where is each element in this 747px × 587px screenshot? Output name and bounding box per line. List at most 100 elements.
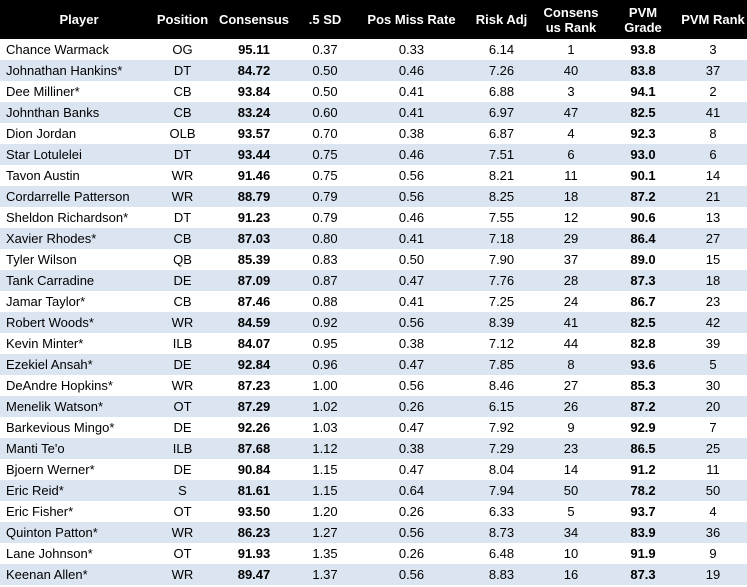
cell-consensus-rank: 28 [535, 270, 607, 291]
cell-consensus-rank: 1 [535, 39, 607, 60]
cell-pvm-grade: 78.2 [607, 480, 679, 501]
cell-pos-miss-rate: 0.56 [355, 375, 468, 396]
cell-consensus-rank: 11 [535, 165, 607, 186]
cell-pvm-rank: 15 [679, 249, 747, 270]
cell-sd: 1.00 [295, 375, 355, 396]
cell-position: QB [152, 249, 213, 270]
table-row: Tank Carradine DE 87.09 0.87 0.47 7.76 28 87.3 1… [0, 270, 747, 291]
cell-player: Keenan Allen* [0, 564, 152, 585]
cell-position: DT [152, 144, 213, 165]
cell-consensus-rank: 40 [535, 60, 607, 81]
cell-pvm-rank: 11 [679, 459, 747, 480]
cell-pos-miss-rate: 0.47 [355, 270, 468, 291]
cell-position: ILB [152, 333, 213, 354]
table-row: Xavier Rhodes* CB 87.03 0.80 0.41 7.18 29 86.4 2… [0, 228, 747, 249]
cell-sd: 0.75 [295, 144, 355, 165]
cell-pvm-grade: 82.8 [607, 333, 679, 354]
cell-consensus-rank: 37 [535, 249, 607, 270]
table-row: Menelik Watson* OT 87.29 1.02 0.26 6.15 26 87.2… [0, 396, 747, 417]
cell-position: S [152, 480, 213, 501]
cell-position: WR [152, 564, 213, 585]
cell-player: Manti Te'o [0, 438, 152, 459]
cell-consensus-rank: 18 [535, 186, 607, 207]
cell-position: WR [152, 375, 213, 396]
cell-consensus-rank: 10 [535, 543, 607, 564]
cell-pvm-rank: 19 [679, 564, 747, 585]
cell-pos-miss-rate: 0.46 [355, 144, 468, 165]
cell-position: WR [152, 522, 213, 543]
cell-position: WR [152, 165, 213, 186]
cell-consensus: 92.84 [213, 354, 295, 375]
cell-player: Tavon Austin [0, 165, 152, 186]
cell-consensus: 90.84 [213, 459, 295, 480]
cell-risk-adj: 8.83 [468, 564, 535, 585]
cell-pvm-rank: 8 [679, 123, 747, 144]
cell-player: Ezekiel Ansah* [0, 354, 152, 375]
cell-pvm-rank: 37 [679, 60, 747, 81]
cell-risk-adj: 6.97 [468, 102, 535, 123]
cell-player: Eric Reid* [0, 480, 152, 501]
cell-player: Tank Carradine [0, 270, 152, 291]
cell-pos-miss-rate: 0.41 [355, 81, 468, 102]
table-row: Lane Johnson* OT 91.93 1.35 0.26 6.48 10 91.9 9 [0, 543, 747, 564]
cell-pvm-grade: 86.5 [607, 438, 679, 459]
cell-pvm-grade: 87.3 [607, 564, 679, 585]
cell-player: Jamar Taylor* [0, 291, 152, 312]
cell-consensus-rank: 23 [535, 438, 607, 459]
table-row: Sheldon Richardson* DT 91.23 0.79 0.46 7.55 12… [0, 207, 747, 228]
cell-consensus-rank: 27 [535, 375, 607, 396]
cell-consensus: 93.44 [213, 144, 295, 165]
cell-pvm-rank: 27 [679, 228, 747, 249]
cell-sd: 0.88 [295, 291, 355, 312]
cell-position: OLB [152, 123, 213, 144]
cell-player: Tyler Wilson [0, 249, 152, 270]
cell-player: Lane Johnson* [0, 543, 152, 564]
cell-position: DE [152, 354, 213, 375]
cell-sd: 0.70 [295, 123, 355, 144]
header-pvm-rank: PVM Rank [679, 0, 747, 39]
cell-position: DE [152, 417, 213, 438]
header-position: Position [152, 0, 213, 39]
cell-risk-adj: 7.55 [468, 207, 535, 228]
cell-consensus: 81.61 [213, 480, 295, 501]
cell-player: Kevin Minter* [0, 333, 152, 354]
cell-consensus-rank: 44 [535, 333, 607, 354]
cell-position: OT [152, 543, 213, 564]
cell-consensus: 86.23 [213, 522, 295, 543]
cell-sd: 1.27 [295, 522, 355, 543]
table-row: Manti Te'o ILB 87.68 1.12 0.38 7.29 23 86.5 25 [0, 438, 747, 459]
cell-pvm-rank: 30 [679, 375, 747, 396]
table-row: Robert Woods* WR 84.59 0.92 0.56 8.39 41 82.5 42 [0, 312, 747, 333]
cell-pvm-grade: 83.9 [607, 522, 679, 543]
table-row: Johnthan Banks CB 83.24 0.60 0.41 6.97 47 82.5 4… [0, 102, 747, 123]
cell-consensus-rank: 29 [535, 228, 607, 249]
cell-consensus: 83.24 [213, 102, 295, 123]
cell-consensus: 84.59 [213, 312, 295, 333]
cell-pos-miss-rate: 0.46 [355, 60, 468, 81]
table-row: Kevin Minter* ILB 84.07 0.95 0.38 7.12 44 82.8 3… [0, 333, 747, 354]
cell-position: OT [152, 501, 213, 522]
cell-consensus: 87.29 [213, 396, 295, 417]
cell-pvm-grade: 93.7 [607, 501, 679, 522]
cell-sd: 1.37 [295, 564, 355, 585]
cell-pvm-grade: 82.5 [607, 102, 679, 123]
cell-sd: 0.95 [295, 333, 355, 354]
cell-pvm-rank: 25 [679, 438, 747, 459]
cell-pvm-rank: 13 [679, 207, 747, 228]
cell-consensus-rank: 16 [535, 564, 607, 585]
cell-risk-adj: 6.88 [468, 81, 535, 102]
cell-pvm-rank: 5 [679, 354, 747, 375]
cell-consensus: 93.84 [213, 81, 295, 102]
cell-consensus: 92.26 [213, 417, 295, 438]
cell-player: Chance Warmack [0, 39, 152, 60]
cell-consensus: 87.68 [213, 438, 295, 459]
table-row: Chance Warmack OG 95.11 0.37 0.33 6.14 1 93.8 3 [0, 39, 747, 60]
table-body: Chance Warmack OG 95.11 0.37 0.33 6.14 1 93.8 3 J… [0, 39, 747, 585]
table-row: Star Lotulelei DT 93.44 0.75 0.46 7.51 6 93.0 6 [0, 144, 747, 165]
cell-risk-adj: 8.73 [468, 522, 535, 543]
header-row: Player Position Consensus .5 SD Pos Miss… [0, 0, 747, 39]
cell-sd: 0.87 [295, 270, 355, 291]
cell-pvm-rank: 4 [679, 501, 747, 522]
cell-pvm-rank: 6 [679, 144, 747, 165]
cell-pvm-grade: 93.0 [607, 144, 679, 165]
